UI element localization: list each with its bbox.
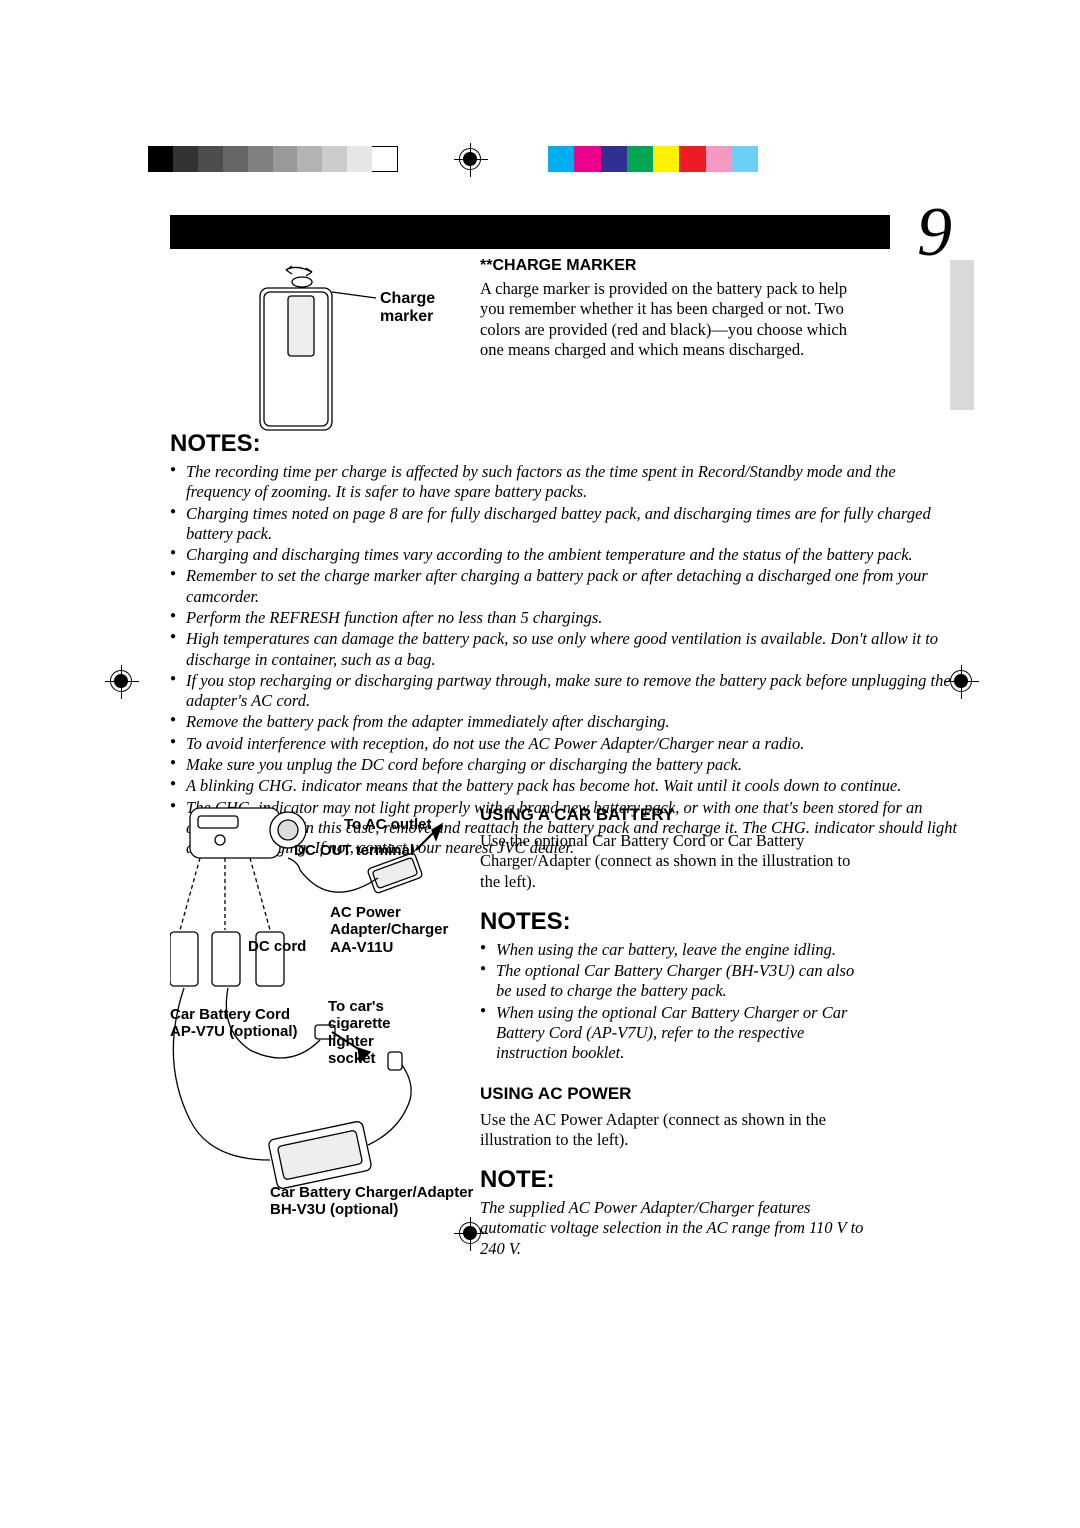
battery-pack-figure: Charge marker — [220, 260, 460, 440]
note-item: A blinking CHG. indicator means that the… — [186, 776, 960, 796]
note-item: Charging and discharging times vary acco… — [186, 545, 960, 565]
fig-label-ac-adapter: AC Power Adapter/Charger AA-V11U — [330, 904, 448, 956]
registration-mark-left — [110, 670, 132, 692]
charge-marker-label: Charge marker — [380, 290, 460, 326]
car-battery-heading: USING A CAR BATTERY — [480, 805, 870, 825]
note-item: The recording time per charge is affecte… — [186, 462, 960, 503]
note-item: The optional Car Battery Charger (BH-V3U… — [496, 961, 870, 1002]
car-battery-body: Use the optional Car Battery Cord or Car… — [480, 831, 870, 892]
color-calibration-bar — [548, 146, 758, 172]
notes-list-2: When using the car battery, leave the en… — [480, 940, 870, 1064]
page-number: 9 — [917, 193, 952, 273]
fig-label-car-cord: Car Battery Cord AP-V7U (optional) — [170, 1006, 298, 1041]
charge-marker-body: A charge marker is provided on the batte… — [480, 279, 865, 360]
fig-label-ac-outlet: To AC outlet — [344, 816, 431, 833]
note-heading-3: NOTE: — [480, 1166, 870, 1194]
note-item: High temperatures can damage the battery… — [186, 629, 960, 670]
note-item: When using the optional Car Battery Char… — [496, 1003, 870, 1064]
note-item: Perform the REFRESH function after no le… — [186, 608, 960, 628]
fig-label-dc-cord: DC cord — [248, 938, 306, 955]
grayscale-calibration-bar — [148, 146, 398, 172]
note-item: Charging times noted on page 8 are for f… — [186, 504, 960, 545]
note-item: Make sure you unplug the DC cord before … — [186, 755, 960, 775]
note-item: To avoid interference with reception, do… — [186, 734, 960, 754]
note-item: Remove the battery pack from the adapter… — [186, 712, 960, 732]
fig-label-to-car: To car's cigarette lighter socket — [328, 998, 391, 1067]
charge-marker-section: **CHARGE MARKER A charge marker is provi… — [480, 257, 865, 360]
note-item: When using the car battery, leave the en… — [496, 940, 870, 960]
notes-heading-1: NOTES: — [170, 430, 960, 458]
registration-mark-top — [459, 148, 481, 170]
ac-power-body: Use the AC Power Adapter (connect as sho… — [480, 1110, 870, 1151]
notes-section-1: NOTES: The recording time per charge is … — [170, 430, 960, 859]
notes-list-1: The recording time per charge is affecte… — [170, 462, 960, 858]
camcorder-connection-figure: To AC outlet DC OUT terminal AC Power Ad… — [170, 800, 460, 1220]
note-item: Remember to set the charge marker after … — [186, 566, 960, 607]
registration-mark-bottom — [459, 1222, 481, 1244]
fig-label-car-charger: Car Battery Charger/Adapter BH-V3U (opti… — [270, 1184, 473, 1219]
note-item: If you stop recharging or discharging pa… — [186, 671, 960, 712]
right-column-lower: USING A CAR BATTERY Use the optional Car… — [480, 805, 870, 1259]
page-tab — [950, 260, 974, 410]
header-black-bar — [170, 215, 890, 249]
note-body-3: The supplied AC Power Adapter/Charger fe… — [480, 1198, 870, 1259]
notes-heading-2: NOTES: — [480, 908, 870, 936]
ac-power-heading: USING AC POWER — [480, 1084, 870, 1104]
fig-label-dc-out: DC OUT terminal — [294, 842, 414, 859]
charge-marker-heading: **CHARGE MARKER — [480, 257, 865, 275]
